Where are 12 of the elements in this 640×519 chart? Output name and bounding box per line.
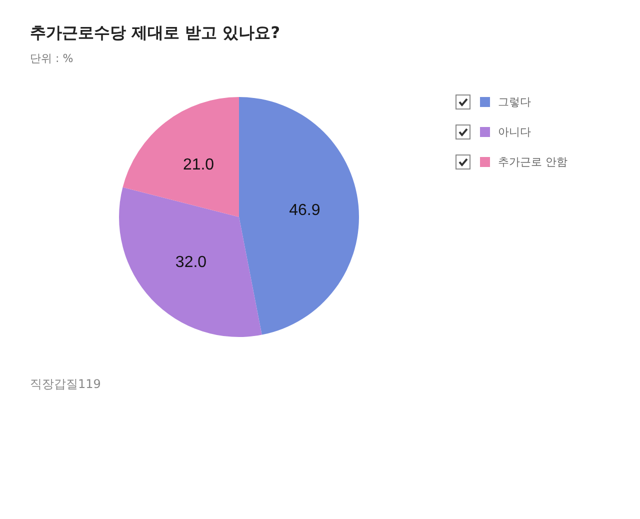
text: 직장갑질119 bbox=[30, 377, 101, 391]
legend-label: 추가근로 안함 bbox=[498, 156, 568, 168]
legend-label: 그렇다 bbox=[498, 96, 531, 108]
chart-title: 추가근로수당 제대로 받고 있나요? bbox=[30, 23, 280, 42]
legend-label: 아니다 bbox=[498, 126, 531, 138]
data-label: 21.0 bbox=[182, 156, 214, 174]
pie-slice bbox=[119, 187, 262, 337]
pie-slice bbox=[239, 97, 359, 335]
data-label: 32.0 bbox=[175, 254, 207, 271]
data-label: 46.9 bbox=[289, 202, 320, 220]
pie-slice bbox=[122, 97, 239, 217]
chart-subtitle: 단위 : % bbox=[30, 52, 74, 65]
